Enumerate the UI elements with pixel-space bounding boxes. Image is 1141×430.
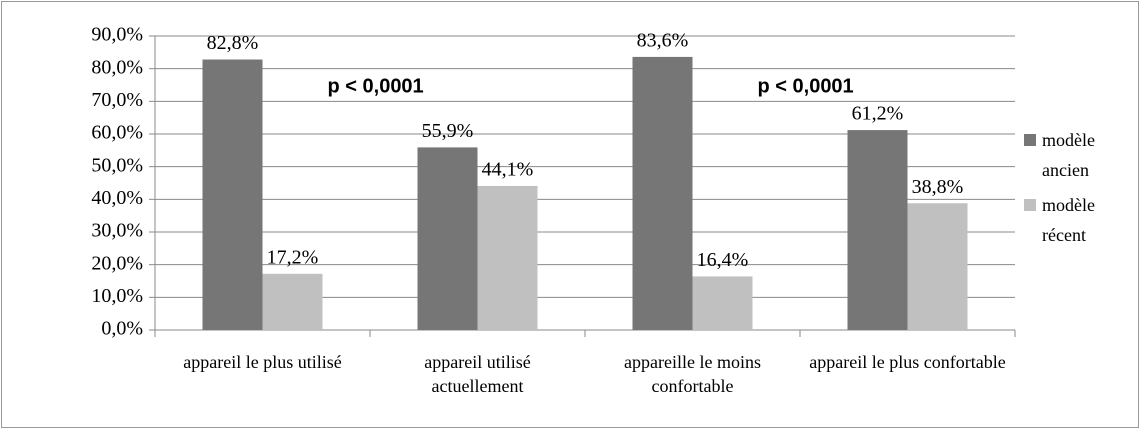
bar — [907, 203, 968, 330]
bar — [202, 59, 263, 331]
x-tick-label: appareil le plus utilisé — [183, 352, 342, 372]
legend-label-box: modèle récent — [1042, 195, 1095, 245]
annotation: p < 0,0001 — [328, 75, 424, 97]
x-tick-label: appareil le plus confortable — [809, 352, 1006, 372]
value-label: 55,9% — [422, 120, 474, 142]
value-label: 17,2% — [267, 246, 319, 268]
value-label: 61,2% — [852, 103, 904, 125]
legend-label: modèle ancien — [1042, 130, 1095, 180]
y-tick-label: 70,0% — [91, 89, 143, 111]
x-tick-label-box: appareil le plus utilisé — [183, 352, 342, 372]
y-tick-label: 50,0% — [91, 154, 143, 176]
y-tick-label: 30,0% — [91, 220, 143, 242]
legend-label: modèle récent — [1042, 195, 1095, 245]
y-tick-label: 0,0% — [101, 318, 143, 340]
bar — [847, 130, 908, 330]
annotation: p < 0,0001 — [758, 75, 854, 97]
value-label: 38,8% — [912, 176, 964, 198]
y-tick-label: 20,0% — [91, 252, 143, 274]
bar — [692, 276, 753, 330]
value-label: 82,8% — [207, 32, 259, 54]
y-tick-label: 40,0% — [91, 187, 143, 209]
x-tick-label: appareille le moins confortable — [624, 352, 761, 396]
x-tick-label: appareil utilisé actuellement — [424, 352, 531, 396]
y-tick-label: 90,0% — [91, 24, 143, 46]
bar — [417, 147, 478, 330]
x-tick-label-box: appareil utilisé actuellement — [424, 352, 531, 396]
value-label: 44,1% — [482, 159, 534, 181]
x-tick-label-box: appareille le moins confortable — [624, 352, 761, 396]
y-tick-label: 80,0% — [91, 56, 143, 78]
value-label: 16,4% — [697, 249, 749, 271]
legend-swatch — [1024, 199, 1036, 211]
legend-swatch — [1024, 134, 1036, 146]
value-label: 83,6% — [637, 30, 689, 52]
bar — [632, 56, 693, 330]
bar — [262, 273, 323, 330]
y-tick-label: 10,0% — [91, 285, 143, 307]
x-tick-label-box: appareil le plus confortable — [809, 352, 1006, 372]
legend-label-box: modèle ancien — [1042, 130, 1095, 180]
bar — [477, 185, 538, 330]
y-tick-label: 60,0% — [91, 122, 143, 144]
